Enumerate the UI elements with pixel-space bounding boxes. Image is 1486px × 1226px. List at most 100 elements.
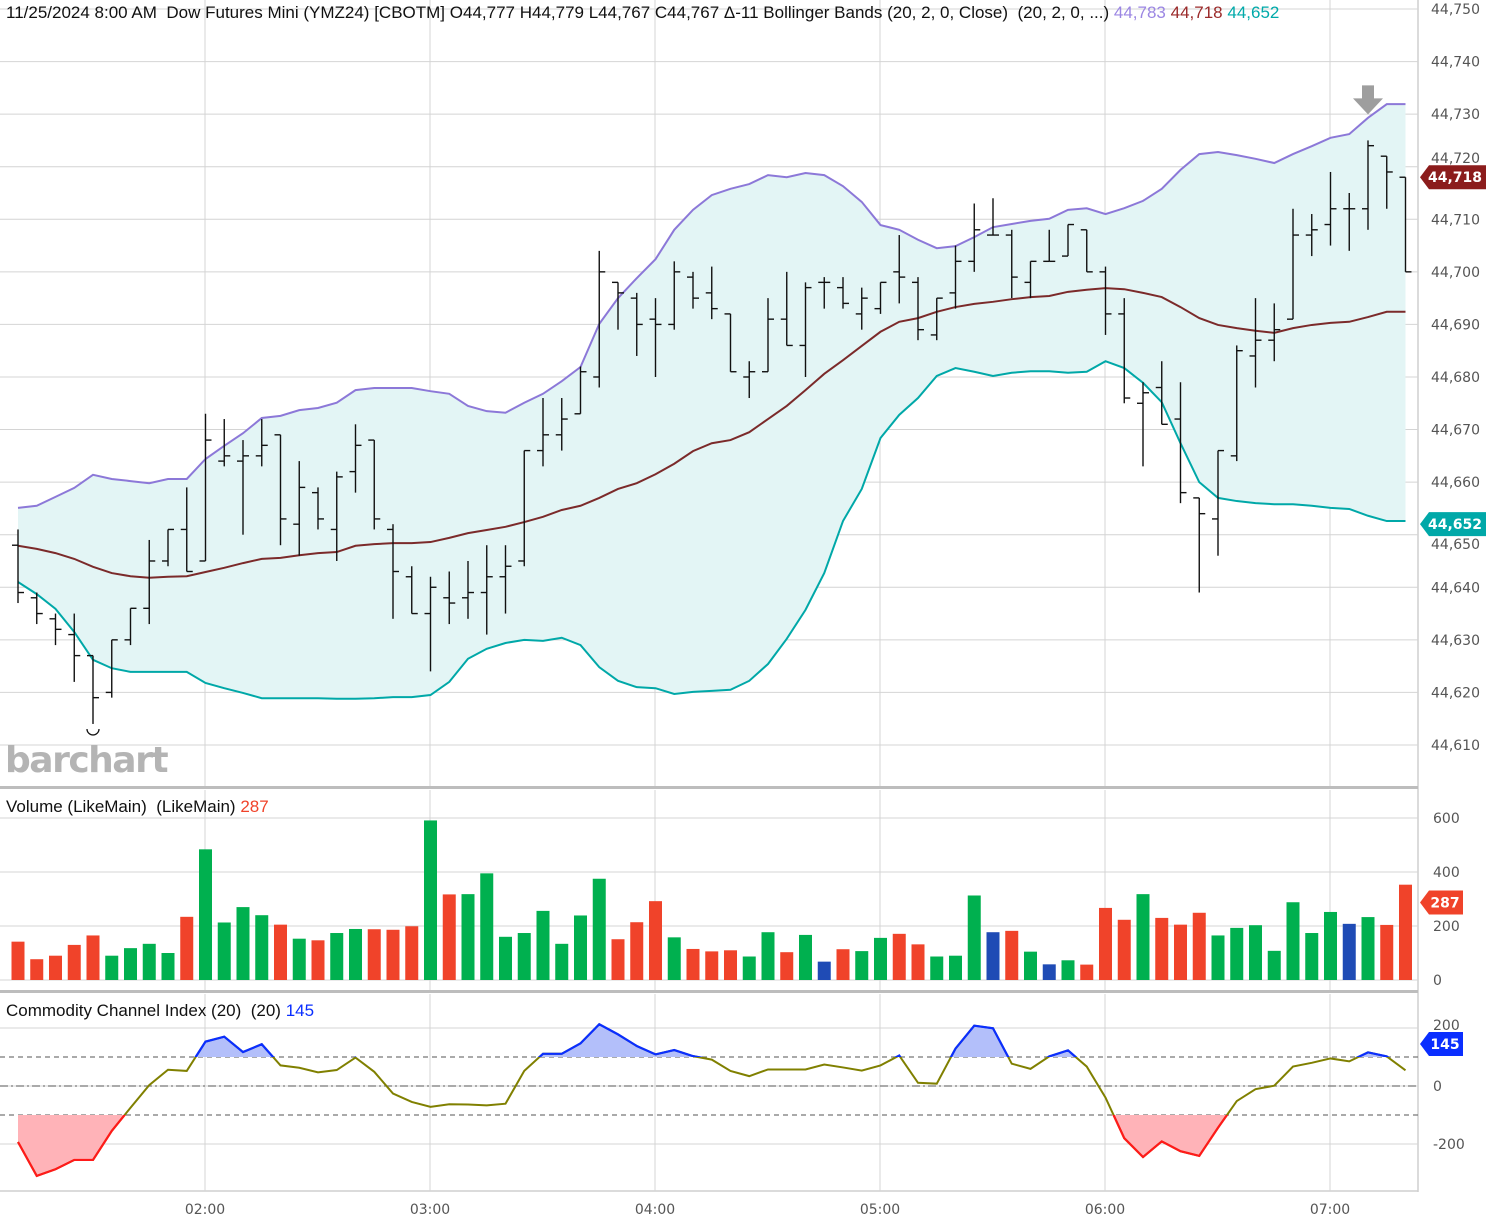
cci-title[interactable]: Commodity Channel Index (20) (20) xyxy=(6,1001,281,1020)
volume-title[interactable]: Volume (LikeMain) (LikeMain) xyxy=(6,797,236,816)
volume-bar xyxy=(874,937,887,980)
price-tick-label: 44,710 xyxy=(1431,212,1480,228)
volume-bar xyxy=(780,952,794,980)
volume-bar xyxy=(442,894,456,980)
ohlc-bar xyxy=(574,366,587,415)
volume-bar xyxy=(799,934,812,980)
header-study-params: (20, 2, 0, ...) xyxy=(1017,3,1110,22)
price-tick-label: 44,670 xyxy=(1431,423,1480,439)
header-instrument: Dow Futures Mini (YMZ24) [CBOTM] xyxy=(166,3,446,22)
volume-bar xyxy=(1192,912,1206,980)
volume-bar xyxy=(180,916,194,980)
volume-bar xyxy=(724,950,737,980)
volume-bar xyxy=(480,873,494,980)
volume-badge xyxy=(1420,890,1463,915)
ohlc-bar xyxy=(949,245,962,309)
volume-bar xyxy=(1249,925,1262,980)
ohlc-bar xyxy=(349,424,362,493)
x-tick-label: 06:00 xyxy=(1085,1202,1125,1218)
x-tick-label: 04:00 xyxy=(635,1202,675,1218)
ohlc-bar xyxy=(1380,155,1393,209)
x-tick-label: 02:00 xyxy=(185,1202,225,1218)
volume-bar xyxy=(311,940,325,980)
ohlc-bar xyxy=(743,361,756,399)
low-marker-icon xyxy=(86,728,100,736)
volume-bar xyxy=(386,929,400,980)
volume-bar xyxy=(330,933,344,980)
ohlc-bar xyxy=(274,434,287,546)
volume-bar xyxy=(86,935,100,980)
ohlc-bar xyxy=(199,413,212,562)
ohlc-bar xyxy=(1174,382,1187,504)
volume-bar xyxy=(292,938,306,980)
ohlc-bar xyxy=(312,487,324,530)
ohlc-bar xyxy=(537,398,549,467)
cci-value: 145 xyxy=(285,1001,315,1020)
price-tick-label: 44,750 xyxy=(1431,2,1480,18)
ohlc-bar xyxy=(424,576,437,672)
volume-bar xyxy=(574,915,587,980)
volume-badge-label: 287 xyxy=(1430,896,1459,912)
volume-bar xyxy=(367,929,381,980)
ohlc-bar xyxy=(462,560,474,619)
ohlc-bar xyxy=(105,639,118,698)
volume-bar xyxy=(1305,933,1319,980)
volume-bar xyxy=(855,951,869,980)
volume-bar xyxy=(686,948,700,980)
ohlc-bar xyxy=(705,266,718,320)
volume-bar xyxy=(1005,930,1019,980)
ohlc-bar xyxy=(387,524,399,619)
volume-bar xyxy=(555,943,569,980)
volume-bar xyxy=(1361,917,1375,980)
volume-bar xyxy=(892,933,906,980)
price-tick-label: 44,630 xyxy=(1431,633,1480,649)
volume-bar xyxy=(1399,884,1412,980)
ohlc-bar xyxy=(1062,223,1074,257)
barchart-logo: barchart xyxy=(5,740,169,781)
volume-bar xyxy=(11,941,25,980)
ohlc-bar xyxy=(1362,140,1374,230)
volume-bar xyxy=(1174,924,1187,980)
ohlc-bar xyxy=(762,298,774,373)
volume-tick-label: 600 xyxy=(1433,811,1460,827)
x-tick-label: 07:00 xyxy=(1310,1202,1350,1218)
volume-bar xyxy=(761,932,775,980)
cci-pane-title: Commodity Channel Index (20) (20) 145 xyxy=(6,1001,314,1021)
volume-bar xyxy=(274,924,287,980)
ohlc-bar xyxy=(30,592,43,625)
volume-tick-label: 200 xyxy=(1433,919,1460,935)
ohlc-bar xyxy=(1005,229,1018,299)
ohlc-bar xyxy=(330,471,343,561)
ohlc-bar xyxy=(368,439,381,530)
volume-bar xyxy=(1061,960,1075,980)
ohlc-bar xyxy=(12,529,24,604)
header-middle-value: 44,718 xyxy=(1170,3,1223,22)
volume-bar xyxy=(517,933,531,980)
volume-value: 287 xyxy=(240,797,269,816)
volume-bar xyxy=(349,928,362,980)
ohlc-bar xyxy=(1343,192,1356,251)
volume-bar xyxy=(161,953,175,980)
price-tick-label: 44,730 xyxy=(1431,107,1480,123)
ohlc-bar xyxy=(968,203,981,272)
ohlc-bar xyxy=(124,607,137,646)
volume-tick-label: 400 xyxy=(1433,865,1460,881)
volume-bar xyxy=(986,932,1000,980)
header-study[interactable]: Bollinger Bands (20, 2, 0, Close) xyxy=(763,3,1009,22)
volume-bar xyxy=(1211,935,1225,980)
ohlc-bar xyxy=(49,613,62,646)
bollinger-lower-line xyxy=(17,360,1406,700)
ohlc-bar xyxy=(1043,229,1056,263)
volume-tick-label: 0 xyxy=(1433,973,1442,989)
ohlc-bar xyxy=(1324,171,1337,246)
ohlc-bar xyxy=(162,528,174,567)
cci-badge xyxy=(1420,1031,1463,1056)
cci-tick-label: 0 xyxy=(1433,1079,1442,1095)
price-tick-label: 44,640 xyxy=(1431,580,1480,596)
ohlc-bar xyxy=(612,281,624,330)
ohlc-bar xyxy=(780,271,793,347)
header-lower-value: 44,652 xyxy=(1227,3,1280,22)
header-ohlc: O44,777 H44,779 L44,767 C44,767 xyxy=(449,3,720,22)
volume-bar xyxy=(1080,964,1094,980)
price-tick-label: 44,650 xyxy=(1431,537,1480,553)
